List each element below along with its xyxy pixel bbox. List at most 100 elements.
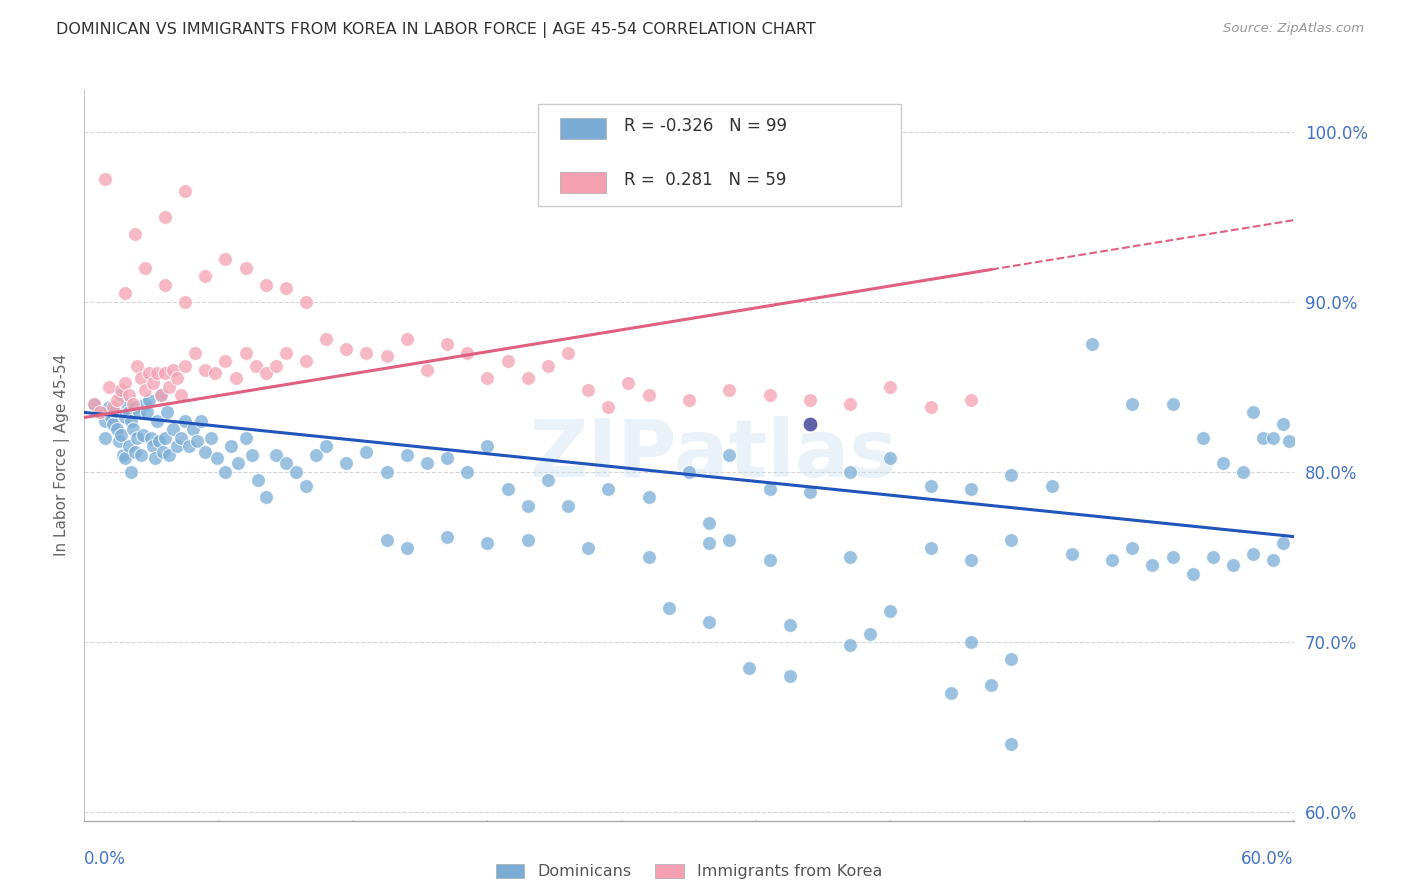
Point: [118, 405, 141, 419]
Point: [245, 359, 267, 374]
Point: [960, 393, 983, 408]
Point: [315, 332, 337, 346]
Point: [138, 366, 160, 380]
Point: [97, 401, 120, 415]
Point: [1232, 465, 1254, 479]
Point: [1181, 566, 1204, 581]
Point: [129, 371, 152, 385]
Point: [101, 401, 124, 415]
Point: [120, 414, 142, 428]
Point: [1263, 431, 1285, 445]
Point: [839, 639, 862, 653]
Point: [214, 354, 236, 368]
Point: [83, 397, 105, 411]
Point: [194, 363, 217, 377]
Point: [799, 485, 821, 500]
Point: [174, 184, 197, 198]
Point: [134, 397, 156, 411]
Point: [496, 354, 519, 368]
Point: [139, 431, 162, 445]
Point: [174, 414, 197, 428]
Point: [1278, 434, 1301, 449]
Point: [920, 541, 942, 556]
Point: [637, 491, 659, 505]
Point: [697, 615, 720, 629]
Point: [356, 444, 378, 458]
Point: [598, 482, 620, 496]
Point: [162, 422, 184, 436]
FancyBboxPatch shape: [538, 103, 901, 206]
Point: [295, 478, 318, 492]
Point: [83, 397, 105, 411]
Point: [1000, 468, 1022, 483]
Point: [557, 499, 579, 513]
Point: [115, 397, 138, 411]
Point: [207, 451, 229, 466]
Point: [598, 401, 620, 415]
Point: [839, 549, 862, 564]
Point: [89, 405, 111, 419]
Point: [617, 376, 640, 391]
Point: [779, 618, 801, 632]
Point: [1251, 431, 1274, 445]
Point: [121, 397, 143, 411]
Point: [157, 380, 180, 394]
Point: [879, 380, 901, 394]
Point: [142, 376, 165, 391]
Point: [456, 346, 478, 360]
Bar: [560, 118, 606, 139]
Point: [235, 431, 257, 445]
Point: [305, 448, 328, 462]
Point: [678, 465, 700, 479]
Point: [718, 384, 741, 398]
Point: [93, 172, 115, 186]
Point: [375, 533, 398, 547]
Point: [1272, 536, 1295, 550]
Point: [143, 451, 166, 466]
Point: [416, 457, 439, 471]
Point: [758, 553, 780, 567]
Point: [114, 451, 136, 466]
Point: [153, 277, 176, 292]
Point: [1222, 558, 1244, 573]
Point: [960, 635, 983, 649]
Point: [157, 448, 180, 462]
Point: [980, 677, 1002, 691]
Point: [537, 474, 560, 488]
Point: [264, 359, 287, 374]
Point: [184, 346, 207, 360]
Point: [1142, 558, 1164, 573]
Point: [315, 439, 337, 453]
Point: [162, 363, 184, 377]
Point: [356, 346, 378, 360]
Point: [436, 451, 458, 466]
Point: [110, 388, 132, 402]
Point: [738, 660, 761, 674]
Point: [170, 388, 193, 402]
Point: [221, 439, 243, 453]
Point: [960, 553, 983, 567]
Point: [576, 541, 599, 556]
Point: [166, 371, 188, 385]
Point: [226, 457, 249, 471]
Point: [879, 451, 901, 466]
Point: [758, 482, 780, 496]
Point: [637, 549, 659, 564]
Point: [637, 388, 659, 402]
Point: [436, 337, 458, 351]
Point: [149, 388, 172, 402]
Point: [879, 604, 901, 618]
Point: [111, 448, 134, 462]
Point: [1202, 549, 1225, 564]
Point: [496, 482, 519, 496]
Point: [1161, 397, 1184, 411]
Point: [254, 366, 277, 380]
Point: [134, 260, 156, 275]
Point: [1121, 397, 1143, 411]
Text: DOMINICAN VS IMMIGRANTS FROM KOREA IN LABOR FORCE | AGE 45-54 CORRELATION CHART: DOMINICAN VS IMMIGRANTS FROM KOREA IN LA…: [56, 22, 815, 38]
Point: [148, 434, 170, 449]
Point: [516, 533, 538, 547]
Point: [477, 371, 499, 385]
Point: [240, 448, 263, 462]
Text: 0.0%: 0.0%: [84, 850, 127, 868]
